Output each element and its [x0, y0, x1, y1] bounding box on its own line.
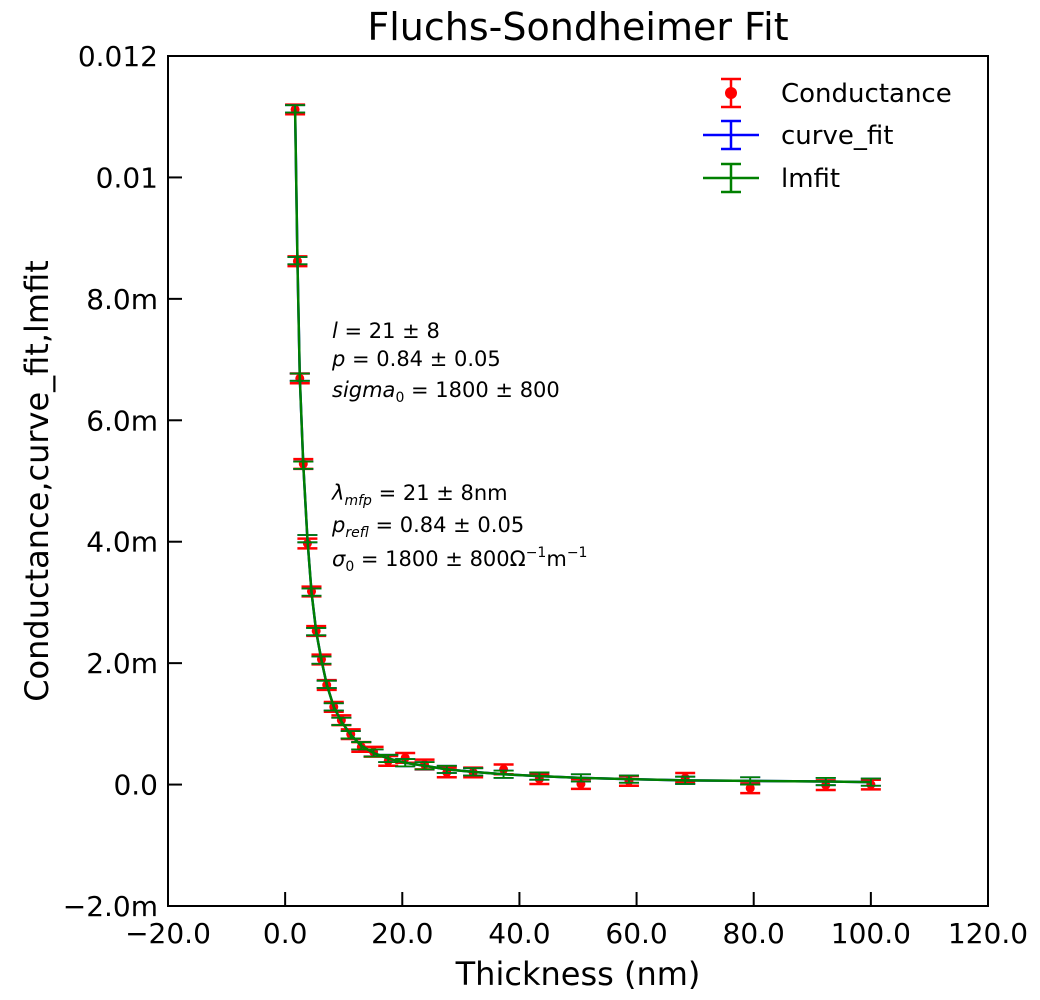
lmfit-errorbar: [570, 773, 591, 783]
annotation-sigma-0: σ0 = 1800 ± 800Ω−1m−1: [332, 545, 587, 575]
plot-area: [285, 103, 881, 795]
lmfit-errorbar: [363, 748, 384, 758]
lmfit-errorbar: [740, 776, 761, 786]
lmfit-errorbar: [395, 758, 416, 768]
y-tick-label: 0.01: [96, 161, 158, 194]
x-tick-label: 100.0: [831, 917, 911, 950]
lmfit-errorbar: [316, 679, 337, 689]
curve-fit-line: [293, 108, 871, 784]
lmfit-errorbar: [618, 774, 639, 784]
lmfit-errorbar: [323, 702, 344, 712]
lmfit-line: [293, 108, 871, 784]
lmfit-errorbar: [414, 761, 435, 771]
axes-frame: [167, 55, 989, 907]
y-axis-label: Conductance,curve_fit,lmfit: [18, 260, 56, 702]
y-tick-label: 4.0m: [86, 526, 158, 559]
x-tick-label: 60.0: [605, 917, 667, 950]
y-tick-label: 8.0m: [86, 283, 158, 316]
lmfit-errorbar: [306, 627, 327, 637]
x-tick-label: −20.0: [125, 917, 211, 950]
lmfit-errorbar: [285, 104, 306, 114]
y-tick-label: 0.012: [78, 40, 158, 73]
legend: Conductance curve_fit lmfit: [703, 77, 952, 194]
y-tick-label: 6.0m: [86, 404, 158, 437]
lmfit-errorbar: [297, 534, 318, 544]
lmfit-annotation: λmfp = 21 ± 8nm prefl = 0.84 ± 0.05 σ0 =…: [331, 481, 587, 575]
x-tick-label: 0.0: [263, 917, 308, 950]
lmfit-errorbar: [815, 776, 836, 787]
annotation-sigma0: sigma0 = 1800 ± 800: [332, 378, 560, 406]
legend-label-curve-fit: curve_fit: [781, 121, 893, 151]
lmfit-errorbar: [293, 460, 314, 470]
annotation-l: l = 21 ± 8: [332, 319, 440, 343]
chart-title: Fluchs-Sondheimer Fit: [367, 5, 788, 49]
lmfit-errorbar: [311, 655, 332, 665]
x-tick-label: 120.0: [948, 917, 1028, 950]
lmfit-errorbar: [493, 769, 514, 779]
lmfit-errorbar: [860, 777, 881, 787]
annotation-lambda-mfp: λmfp = 21 ± 8nm: [331, 481, 508, 509]
y-tick-label: 2.0m: [86, 647, 158, 680]
x-tick-label: 20.0: [371, 917, 433, 950]
axis-ticks: −20.0 0.0 20.0 40.0 60.0 80.0 100.0 120.0 −2.0m 0…: [63, 40, 1028, 950]
legend-marker-curve-fit: [703, 119, 759, 151]
lmfit-errorbar: [340, 730, 361, 740]
y-tick-label: −2.0m: [63, 890, 158, 923]
lmfit-errorbar: [529, 771, 550, 781]
x-tick-label: 40.0: [488, 917, 550, 950]
curve-fit-annotation: l = 21 ± 8 p = 0.84 ± 0.05 sigma0 = 1800…: [331, 319, 560, 406]
legend-label-conductance: Conductance: [781, 79, 952, 109]
lmfit-errorbar: [436, 764, 457, 774]
lmfit-errorbar: [331, 716, 352, 726]
legend-marker-lmfit: [703, 162, 759, 194]
lmfit-errorbar: [675, 775, 696, 785]
legend-label-lmfit: lmfit: [781, 164, 840, 194]
lmfit-errorbar: [378, 753, 399, 764]
annotation-p-refl: prefl = 0.84 ± 0.05: [331, 513, 524, 541]
lmfit-errorbar: [287, 256, 308, 266]
y-tick-label: 0.0: [113, 769, 158, 802]
x-tick-label: 80.0: [723, 917, 785, 950]
lmfit-errorbar: [463, 767, 484, 777]
lmfit-errorbar: [301, 587, 322, 597]
legend-marker-conductance: [721, 77, 741, 109]
annotation-p: p = 0.84 ± 0.05: [331, 347, 501, 371]
lmfit-errorbar: [289, 372, 310, 382]
x-axis-label: Thickness (nm): [455, 955, 701, 993]
